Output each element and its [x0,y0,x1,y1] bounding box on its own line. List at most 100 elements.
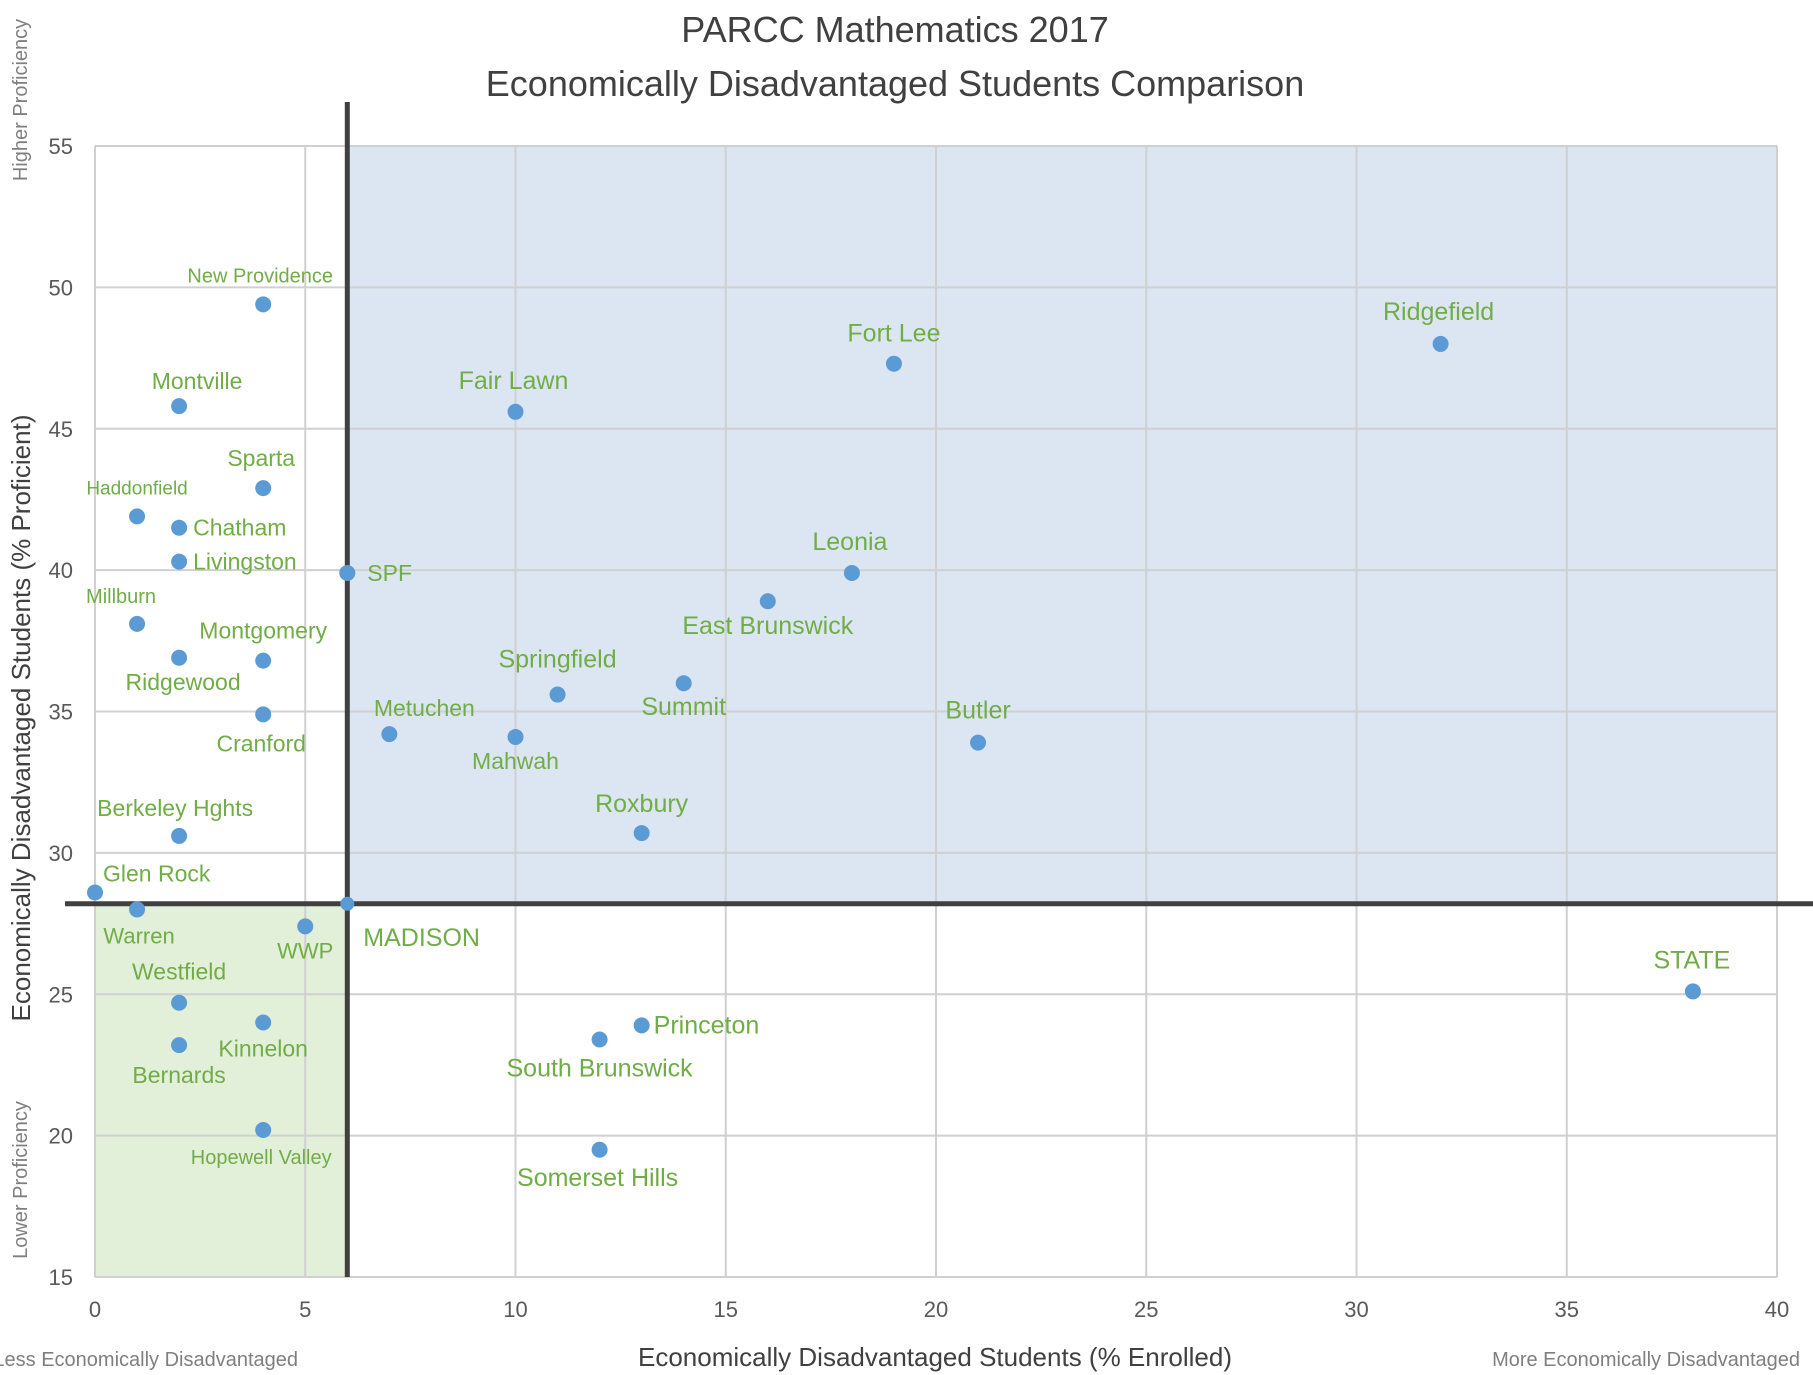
y-tick-label: 50 [49,275,73,300]
point-label: South Brunswick [506,1054,693,1082]
point-label: Springfield [498,646,616,674]
data-point [171,553,188,570]
point-label: SPF [367,560,412,586]
data-point [507,728,524,745]
point-label: Butler [945,697,1010,725]
data-point [129,508,146,525]
data-point [297,918,314,935]
reference-label: MADISON [363,924,480,952]
point-label: Summit [641,693,726,721]
x-tick-label: 40 [1765,1297,1789,1322]
data-point [255,652,272,669]
chart-title: PARCC Mathematics 2017 [681,9,1109,50]
point-label: Ridgefield [1383,298,1494,326]
point-label: Fair Lawn [459,367,569,395]
data-point [633,1017,650,1034]
y-tick-label: 40 [49,558,73,583]
data-point [171,827,188,844]
data-point [255,706,272,723]
point-label: Kinnelon [218,1036,308,1062]
x-tick-label: 30 [1344,1297,1368,1322]
tick-labels: 0 5 10 15 20 25 30 35 40 15 20 25 30 35 40 45 50 55 [49,134,1790,1322]
upper-right-quadrant [347,146,1777,904]
point-labels: New Providence Montville Sparta Haddonfield… [86,265,1730,1191]
point-label: Cranford [216,730,305,756]
data-point [759,593,776,610]
y-tick-label: 30 [49,841,73,866]
point-label: STATE [1653,946,1730,974]
point-label: Glen Rock [103,860,211,886]
data-point [381,726,398,743]
data-point [255,296,272,313]
y-axis-label: Economically Disadvantaged Students (% P… [6,415,36,1022]
point-label: Leonia [812,528,887,556]
data-point [1684,983,1701,1000]
data-point [339,564,356,581]
point-label: Somerset Hills [517,1164,678,1192]
point-label: Livingston [193,549,297,575]
data-point [87,884,103,901]
gridlines [94,145,1778,1278]
y-tick-label: 15 [49,1265,73,1290]
y-tick-label: 25 [49,982,73,1007]
point-label: Chatham [193,515,286,541]
x-tick-label: 35 [1555,1297,1579,1322]
x-tick-label: 15 [714,1297,738,1322]
data-point [171,398,188,415]
data-points [87,296,1701,1158]
data-point [171,649,188,666]
y-axis-top-note: Higher Proficiency [10,19,32,181]
data-point [507,403,524,420]
x-axis-left-note: Less Economically Disadvantaged [0,1349,298,1371]
madison-crosshair: MADISON [65,102,1813,1277]
y-axis-bottom-note: Lower Proficiency [10,1101,32,1259]
x-tick-label: 25 [1134,1297,1158,1322]
point-label: New Providence [187,265,333,287]
x-tick-label: 0 [89,1297,101,1322]
point-label: Berkeley Hghts [97,795,253,821]
point-label: Warren [103,923,174,948]
data-point [171,994,188,1011]
y-tick-label: 45 [49,417,73,442]
point-label: Sparta [227,445,295,471]
point-label: Mahwah [472,748,559,774]
point-label: Princeton [654,1011,760,1039]
x-tick-label: 5 [299,1297,311,1322]
chart-subtitle: Economically Disadvantaged Students Comp… [486,63,1304,104]
point-label: Millburn [86,586,156,608]
x-axis-label: Economically Disadvantaged Students (% E… [638,1342,1232,1372]
data-point [129,615,146,632]
data-point [129,901,146,918]
data-point [843,564,860,581]
y-tick-label: 35 [49,700,73,725]
data-point [675,675,692,692]
x-axis-right-note: More Economically Disadvantaged [1492,1349,1800,1371]
point-label: Montgomery [199,618,327,644]
point-label: Haddonfield [86,478,187,499]
point-label: Montville [152,368,243,394]
data-point [171,1037,188,1054]
data-point [255,480,272,497]
data-point [171,519,188,536]
point-label: WWP [277,938,333,963]
data-point [255,1121,272,1138]
quadrant-layer [95,146,1777,1277]
point-label: East Brunswick [682,612,853,640]
x-tick-label: 10 [503,1297,527,1322]
y-tick-label: 20 [49,1124,73,1149]
reference-point [340,896,355,911]
data-point [1432,335,1449,352]
data-point [885,355,902,372]
point-label: Ridgewood [126,669,241,695]
data-point [549,686,566,703]
point-label: Fort Lee [847,320,940,348]
x-tick-label: 20 [924,1297,948,1322]
data-point [970,734,987,751]
point-label: Roxbury [595,790,689,818]
point-label: Westfield [132,959,226,985]
data-point [591,1141,608,1158]
point-label: Bernards [132,1062,225,1088]
point-label: Metuchen [374,695,475,721]
